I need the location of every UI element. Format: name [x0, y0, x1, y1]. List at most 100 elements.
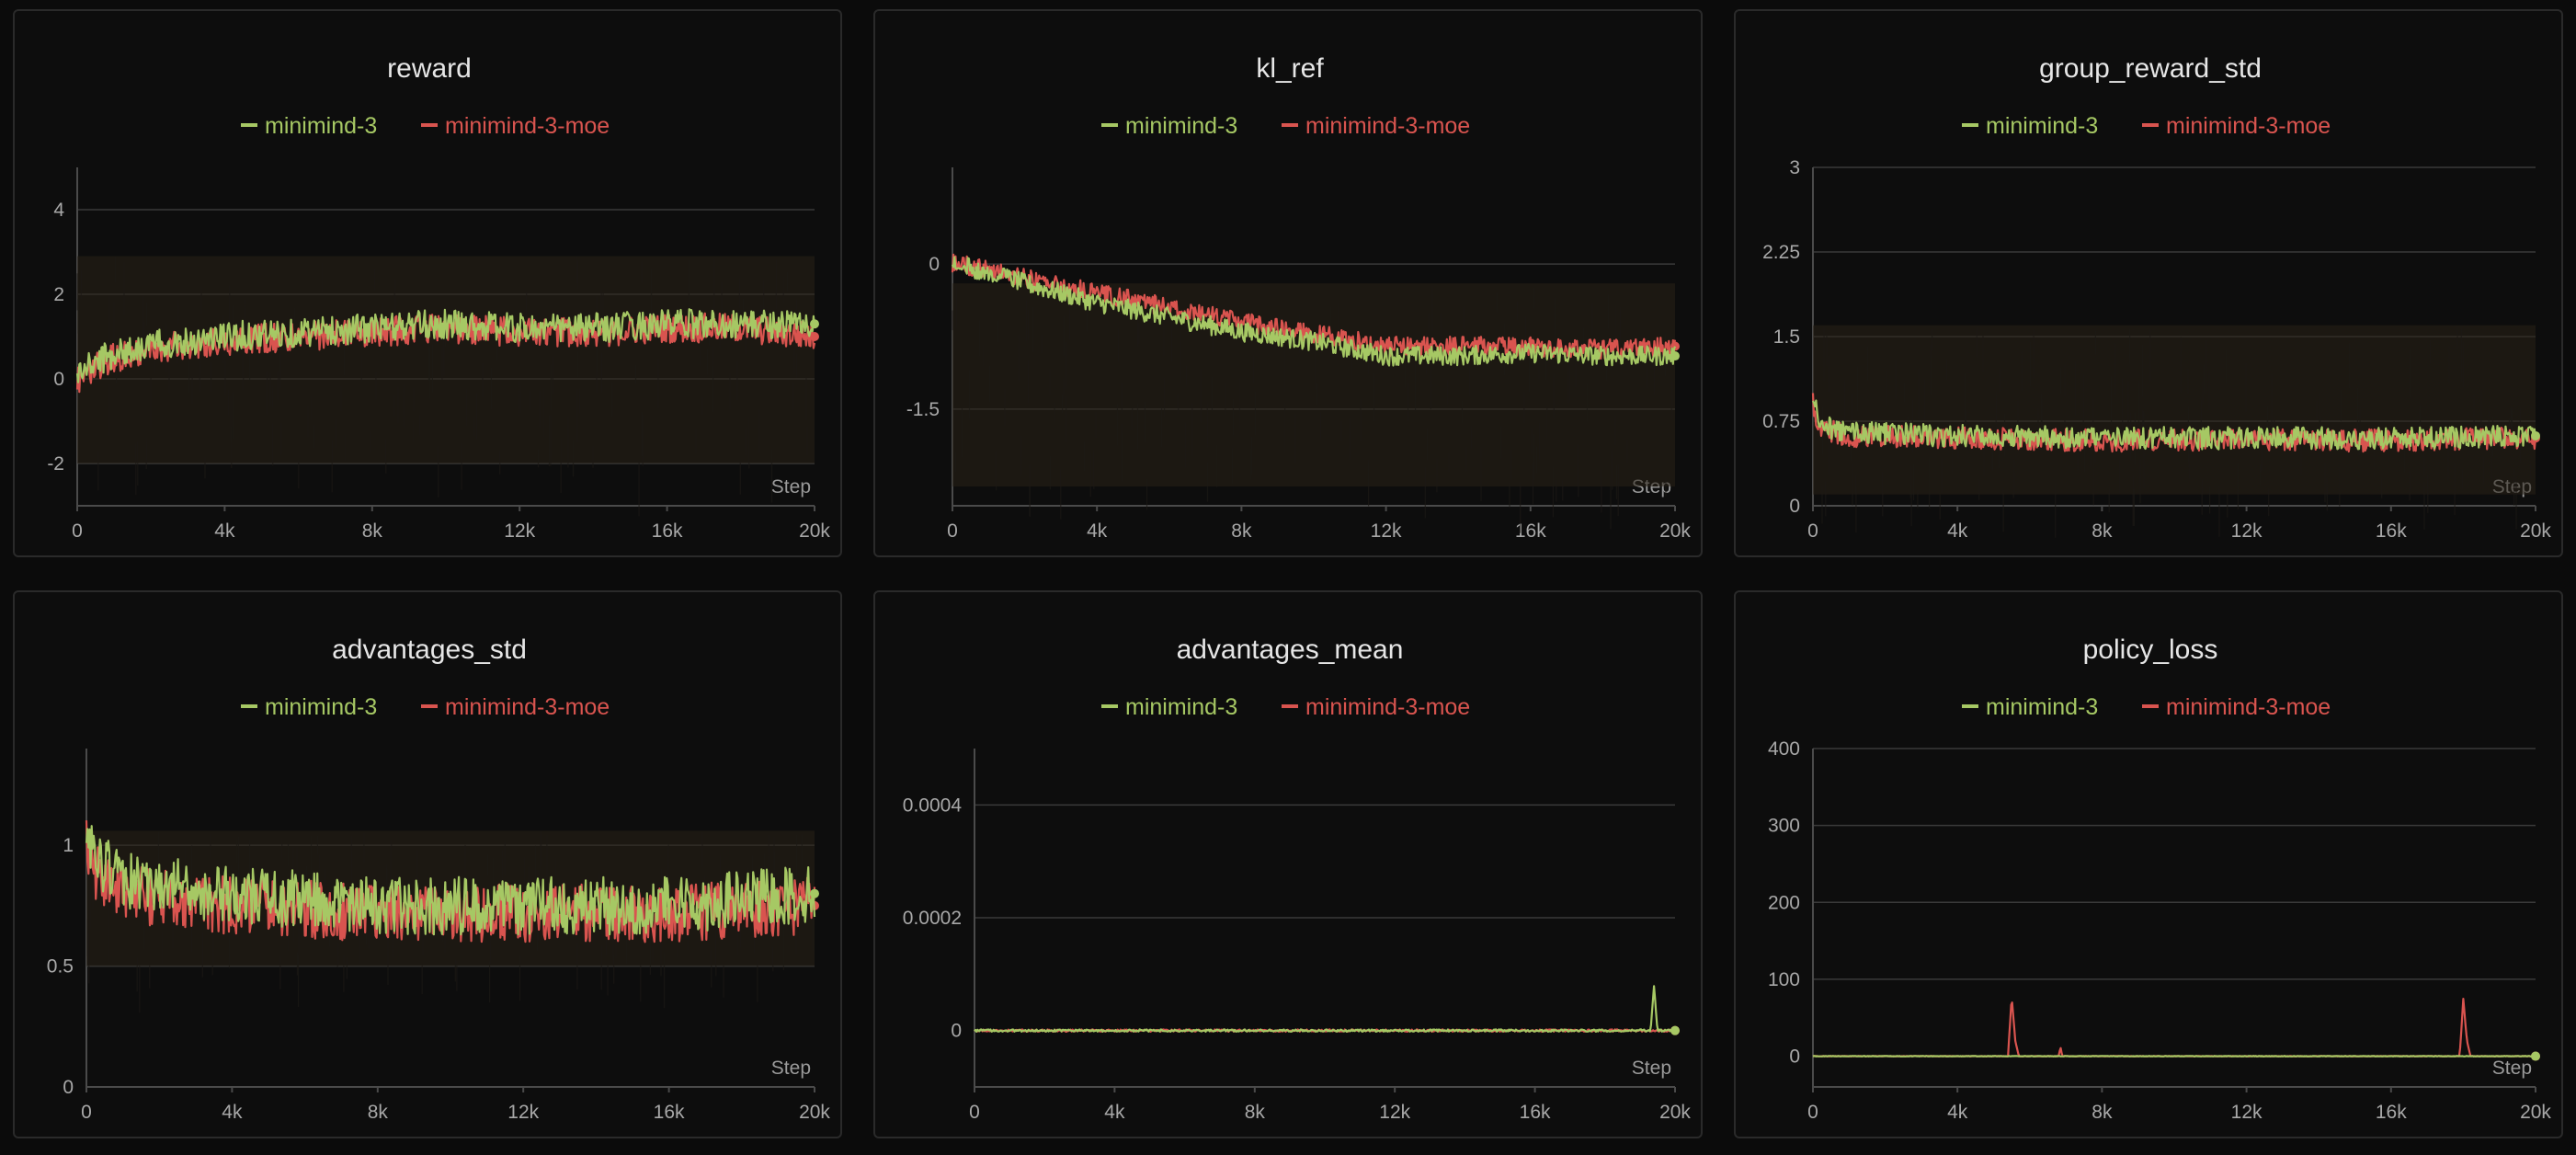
chart-title: group_reward_std — [2039, 53, 2262, 84]
x-tick-label: 8k — [1245, 1102, 1266, 1123]
series-end-point — [1670, 1025, 1680, 1035]
chart-svg: kl_ref minimind-3 minimind-3-moe -1.5 0 0 4k 8k… — [906, 53, 1692, 542]
series-line-minimind-3-moe[interactable] — [951, 253, 1677, 360]
x-axis-label: Step — [1632, 1058, 1671, 1079]
series-end-point — [810, 888, 819, 898]
y-tick-label: 1 — [63, 835, 74, 856]
chart-title: reward — [387, 53, 472, 84]
x-tick-label: 12k — [2231, 1102, 2263, 1123]
band-noise — [1818, 326, 2531, 538]
legend-item[interactable]: minimind-3 — [265, 694, 377, 720]
band-noise — [952, 285, 1672, 533]
y-tick-label: 100 — [1768, 969, 1800, 990]
x-tick-label: 0 — [1807, 520, 1818, 542]
y-tick-label: 0 — [63, 1077, 74, 1098]
x-tick-label: 4k — [1104, 1102, 1125, 1123]
y-tick-label: 3 — [1789, 157, 1800, 178]
x-tick-label: 20k — [799, 520, 830, 542]
y-tick-label: 0 — [1789, 1046, 1800, 1068]
x-tick-label: 16k — [652, 520, 683, 542]
panel-kl-ref: kl_ref minimind-3 minimind-3-moe -1.5 0 0 4k 8k… — [873, 9, 1703, 557]
legend-item[interactable]: minimind-3-moe — [445, 694, 610, 720]
y-tick-label: 300 — [1768, 816, 1800, 837]
y-tick-label: 0.75 — [1762, 411, 1800, 432]
series-end-point — [1670, 351, 1680, 361]
panel-policy-loss: policy_loss minimind-3 minimind-3-moe 0 100 2… — [1734, 590, 2563, 1138]
series-end-point — [810, 332, 819, 341]
chart-svg: advantages_mean minimind-3 minimind-3-moe 0… — [903, 635, 1692, 1123]
legend-item[interactable]: minimind-3-moe — [2166, 694, 2331, 720]
x-tick-label: 4k — [1947, 520, 1968, 542]
x-tick-label: 20k — [1659, 1102, 1691, 1123]
x-axis-label: Step — [2492, 1058, 2532, 1079]
x-tick-label: 16k — [1520, 1102, 1551, 1123]
legend-item[interactable]: minimind-3 — [1986, 113, 2098, 139]
x-tick-label: 8k — [368, 1102, 389, 1123]
x-tick-label: 12k — [1371, 520, 1402, 542]
x-tick-label: 20k — [799, 1102, 830, 1123]
y-tick-label: 0 — [951, 1021, 962, 1042]
chart-title: kl_ref — [1256, 53, 1324, 84]
legend-item[interactable]: minimind-3 — [265, 113, 377, 139]
chart-title: advantages_std — [332, 635, 527, 665]
chart-title: advantages_mean — [1177, 635, 1404, 665]
x-tick-label: 12k — [504, 520, 535, 542]
legend-item[interactable]: minimind-3 — [1125, 113, 1237, 139]
y-tick-label: -1.5 — [906, 399, 940, 420]
y-tick-label: 1.5 — [1773, 326, 1800, 348]
x-tick-label: 12k — [507, 1102, 539, 1123]
x-tick-label: 12k — [2231, 520, 2263, 542]
y-tick-label: 0.0002 — [903, 908, 962, 929]
legend-item[interactable]: minimind-3-moe — [2166, 113, 2331, 139]
x-tick-label: 8k — [2092, 1102, 2113, 1123]
series-end-point — [2531, 1051, 2540, 1061]
series-line-minimind-3[interactable] — [1812, 399, 2537, 451]
panel-advantages-std: advantages_std minimind-3 minimind-3-moe 0 0… — [13, 590, 842, 1138]
legend-item[interactable]: minimind-3 — [1986, 694, 2098, 720]
x-tick-label: 16k — [654, 1102, 685, 1123]
x-axis-label: Step — [771, 476, 811, 497]
legend-item[interactable]: minimind-3 — [1125, 694, 1237, 720]
series-line-minimind-3[interactable] — [75, 308, 816, 383]
x-tick-label: 4k — [214, 520, 235, 542]
chart-svg: group_reward_std minimind-3 minimind-3-moe… — [1762, 53, 2551, 542]
panel-reward: reward minimind-3 minimind-3-moe -2 0 2 4 0 4k 8k… — [13, 9, 842, 557]
x-tick-label: 0 — [81, 1102, 92, 1123]
y-tick-label: 200 — [1768, 892, 1800, 913]
x-tick-label: 8k — [2092, 520, 2113, 542]
series-line-minimind-3[interactable] — [951, 256, 1677, 367]
x-tick-label: 8k — [1231, 520, 1252, 542]
y-tick-label: 2 — [53, 284, 64, 305]
range-band — [952, 283, 1675, 486]
panel-group-reward-std: group_reward_std minimind-3 minimind-3-moe… — [1734, 9, 2563, 557]
x-tick-label: 8k — [362, 520, 383, 542]
x-tick-label: 0 — [1807, 1102, 1818, 1123]
x-tick-label: 20k — [2520, 520, 2551, 542]
panel-advantages-mean: advantages_mean minimind-3 minimind-3-moe 0… — [873, 590, 1703, 1138]
series-line-minimind-3[interactable] — [1812, 1055, 2536, 1058]
series-line-minimind-3-moe[interactable] — [1812, 998, 2536, 1058]
y-tick-label: 0.5 — [47, 956, 74, 978]
series-line-minimind-3[interactable] — [85, 825, 816, 936]
legend-item[interactable]: minimind-3-moe — [445, 113, 610, 139]
legend-item[interactable]: minimind-3-moe — [1305, 113, 1470, 139]
y-tick-label: -2 — [47, 453, 64, 475]
y-tick-label: 0 — [1789, 496, 1800, 517]
series-end-point — [810, 319, 819, 329]
range-band — [77, 256, 815, 463]
x-tick-label: 0 — [72, 520, 83, 542]
legend-item[interactable]: minimind-3-moe — [1305, 694, 1470, 720]
series-line-minimind-3[interactable] — [974, 985, 1676, 1033]
x-tick-label: 0 — [969, 1102, 980, 1123]
chart-svg: policy_loss minimind-3 minimind-3-moe 0 100 2… — [1768, 635, 2551, 1123]
x-tick-label: 4k — [1087, 520, 1108, 542]
x-axis-label: Step — [771, 1058, 811, 1079]
x-tick-label: 16k — [1515, 520, 1546, 542]
x-tick-label: 20k — [2520, 1102, 2551, 1123]
x-tick-label: 20k — [1659, 520, 1691, 542]
series-end-point — [2531, 430, 2540, 440]
x-tick-label: 16k — [2376, 1102, 2407, 1123]
x-tick-label: 16k — [2376, 520, 2407, 542]
x-tick-label: 0 — [947, 520, 958, 542]
